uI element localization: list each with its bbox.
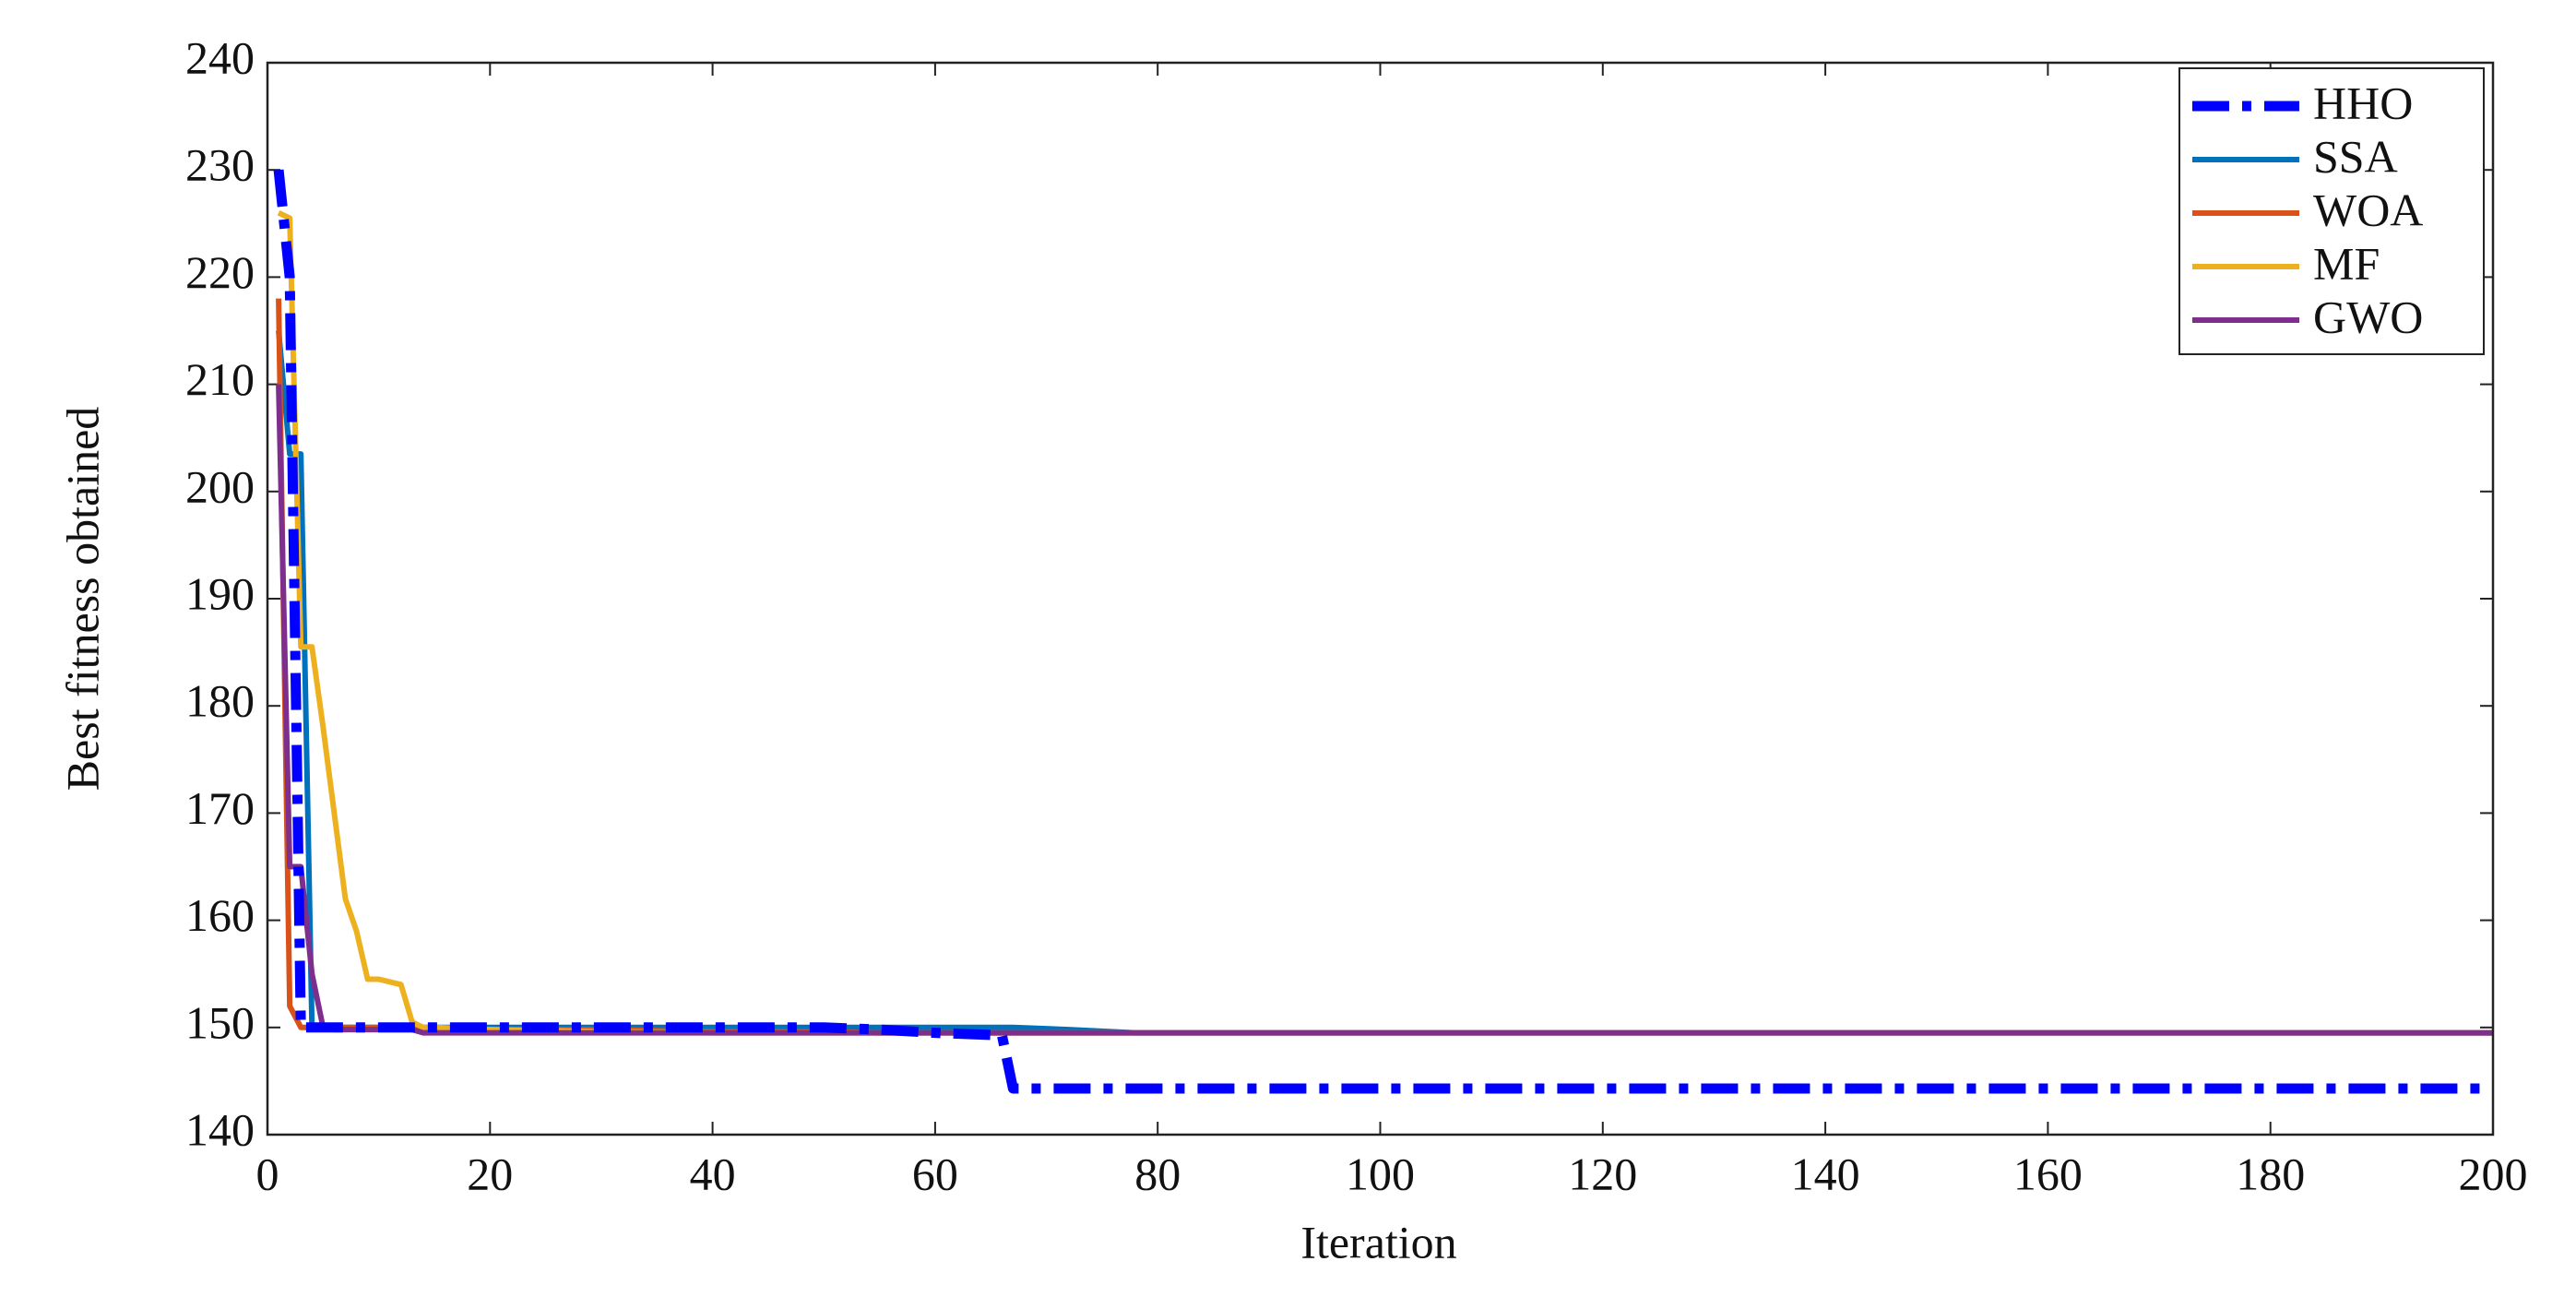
y-tick-label: 160 bbox=[185, 889, 255, 941]
x-axis-label: Iteration bbox=[1300, 1216, 1456, 1267]
x-tick-label: 200 bbox=[2459, 1148, 2528, 1199]
x-tick-label: 140 bbox=[1791, 1148, 1860, 1199]
y-tick-label: 150 bbox=[185, 996, 255, 1048]
x-tick-label: 60 bbox=[912, 1148, 958, 1199]
y-tick-label: 220 bbox=[185, 246, 255, 298]
y-tick-label: 200 bbox=[185, 460, 255, 512]
legend-label: MF bbox=[2313, 237, 2380, 289]
x-tick-label: 80 bbox=[1134, 1148, 1181, 1199]
x-tick-label: 120 bbox=[1568, 1148, 1637, 1199]
y-axis-label: Best fitness obtained bbox=[56, 407, 108, 791]
y-tick-label: 240 bbox=[185, 31, 255, 83]
plot-frame bbox=[266, 61, 2495, 1136]
y-tick-label: 190 bbox=[185, 567, 255, 619]
y-tick-label: 210 bbox=[185, 353, 255, 405]
y-tick-label: 180 bbox=[185, 675, 255, 727]
x-tick-label: 20 bbox=[467, 1148, 513, 1199]
legend-label: SSA bbox=[2313, 130, 2398, 182]
x-tick-label: 40 bbox=[690, 1148, 736, 1199]
x-tick-label: 160 bbox=[2013, 1148, 2083, 1199]
legend-label: HHO bbox=[2313, 77, 2413, 128]
x-tick-label: 0 bbox=[256, 1148, 279, 1199]
legend-label: GWO bbox=[2313, 291, 2423, 342]
y-tick-label: 140 bbox=[185, 1103, 255, 1155]
x-tick-label: 100 bbox=[1346, 1148, 1415, 1199]
y-tick-label: 230 bbox=[185, 139, 255, 191]
x-tick-label: 180 bbox=[2236, 1148, 2305, 1199]
legend-label: WOA bbox=[2313, 184, 2423, 235]
series-line bbox=[273, 169, 2493, 1094]
y-tick-label: 170 bbox=[185, 782, 255, 834]
